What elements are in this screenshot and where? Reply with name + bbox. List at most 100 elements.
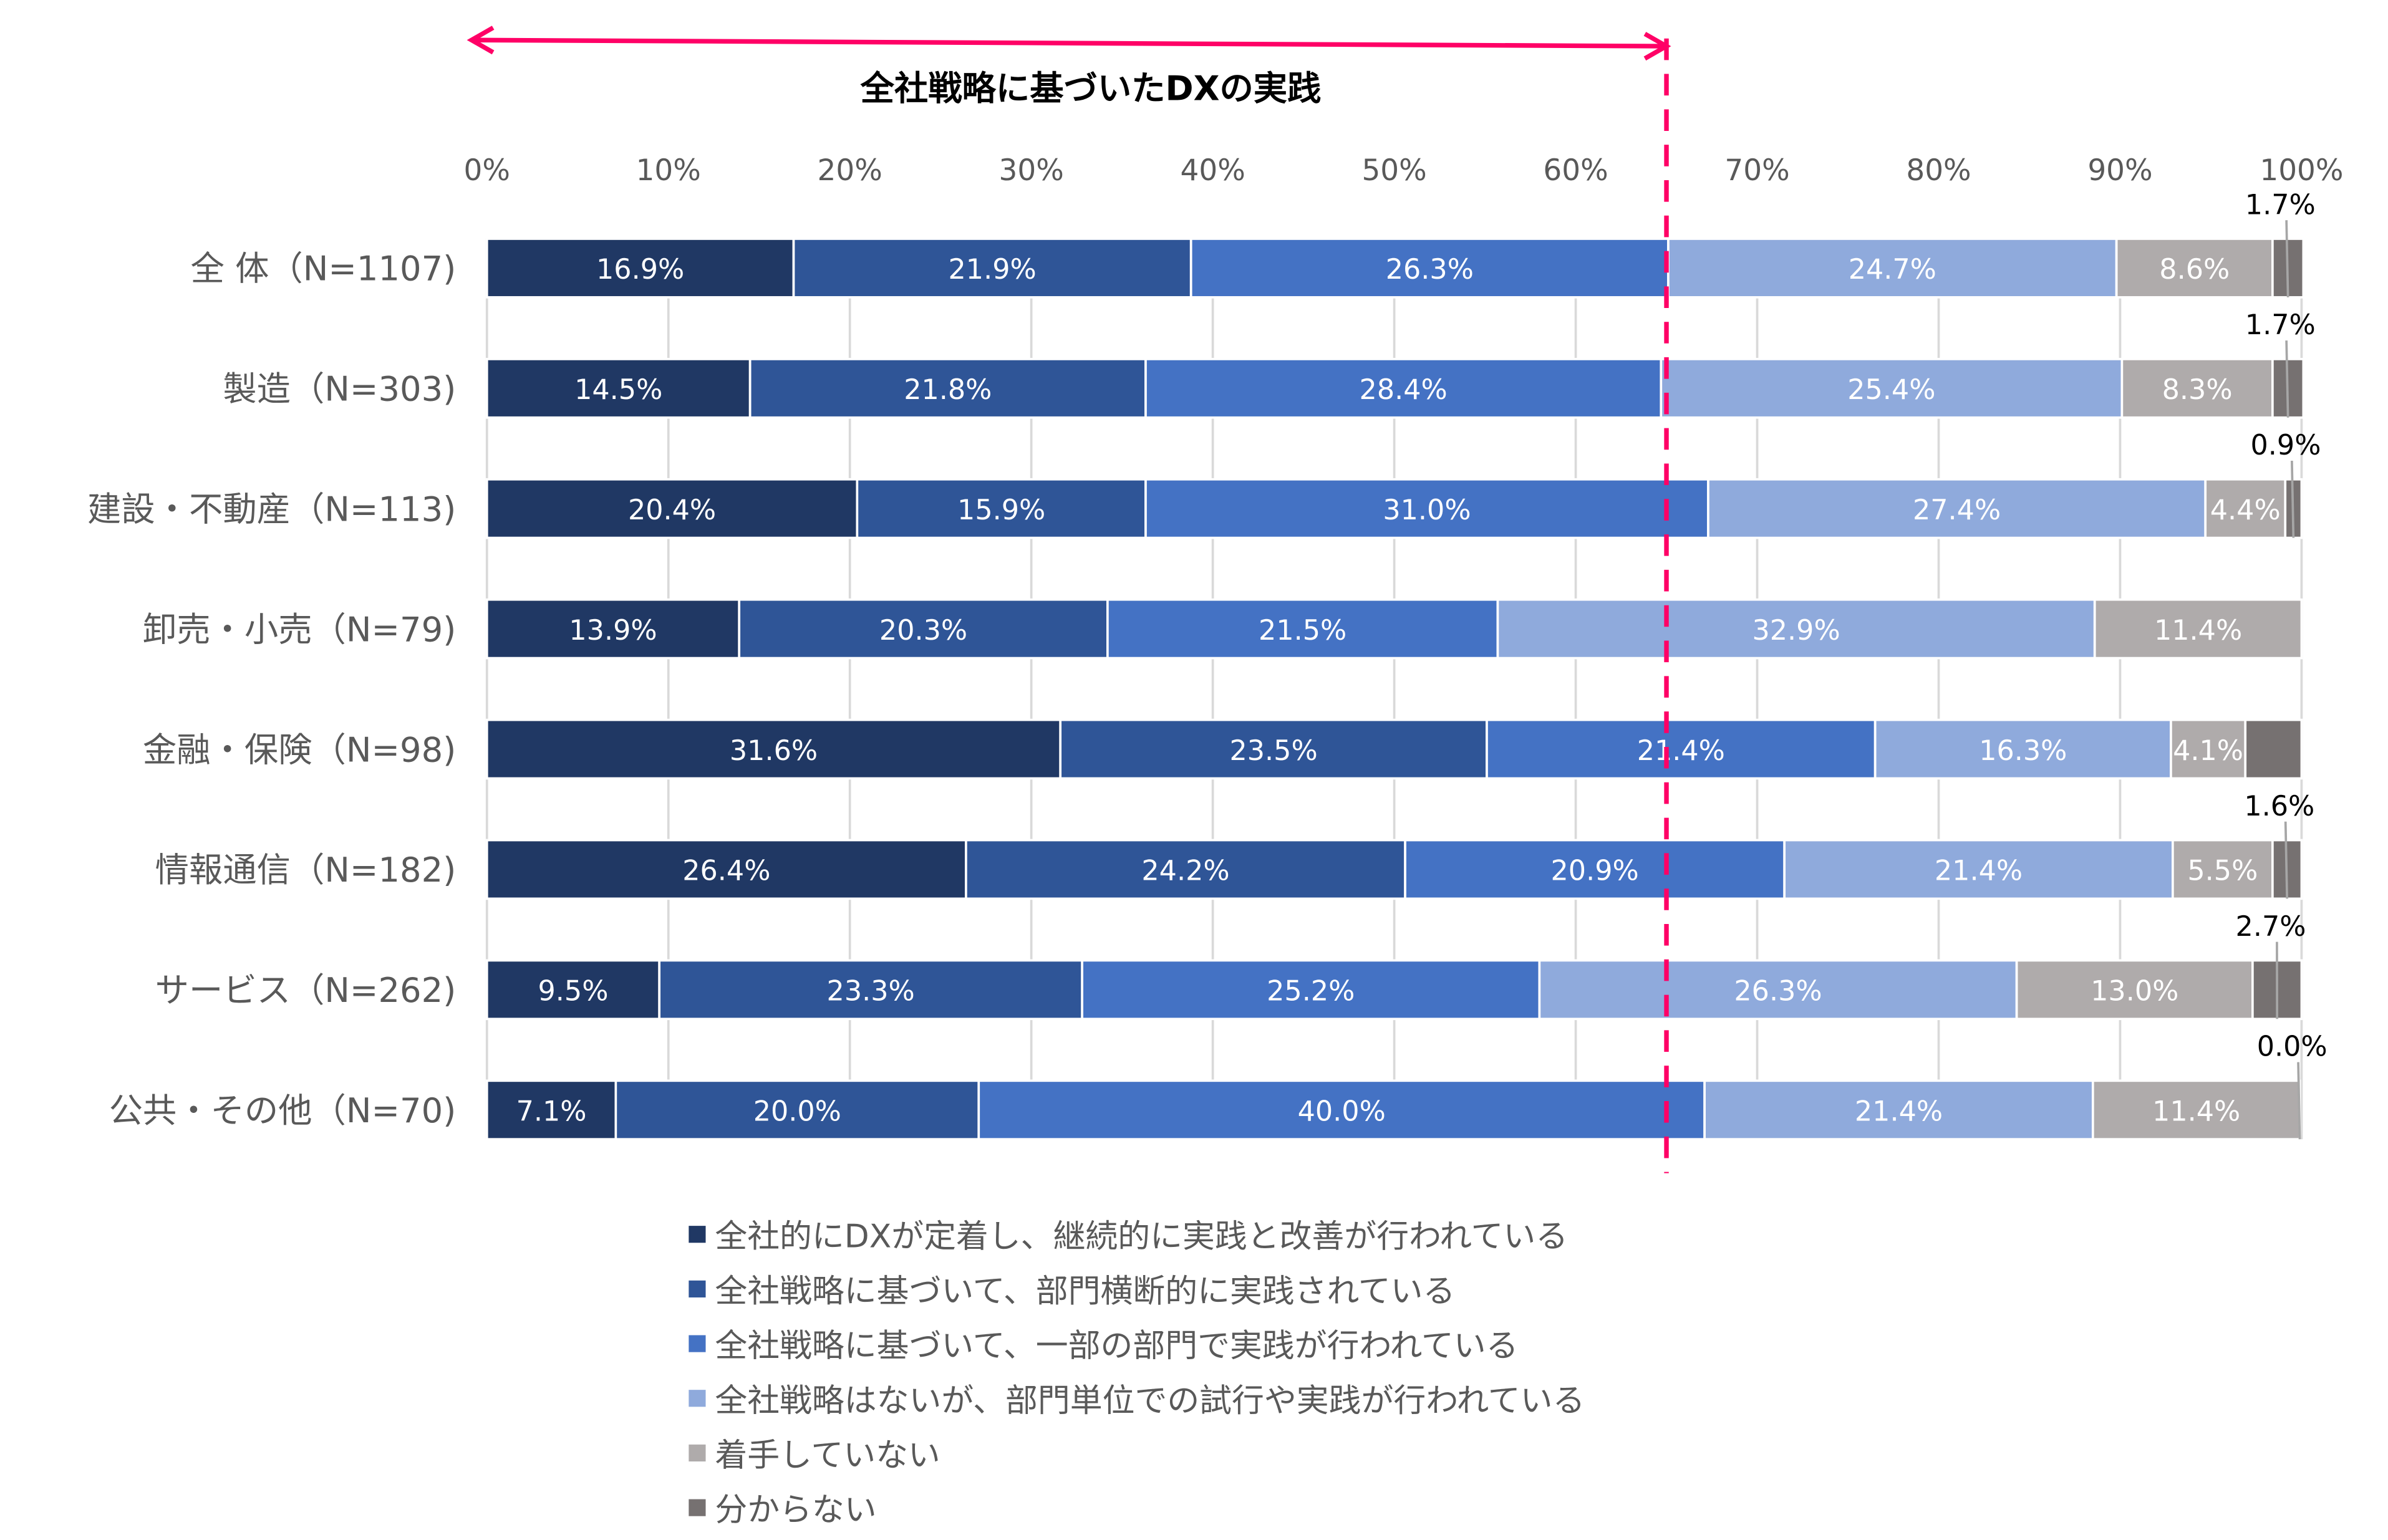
bar-segment [2115,238,2274,299]
annotation: 全社戦略に基づいたDXの実践 [466,26,1671,1173]
bar-segment [1660,358,2124,419]
bar-segment [1059,718,1488,780]
data-label: 21.4% [1637,735,1725,767]
data-label: 28.4% [1360,374,1448,406]
x-axis-ticks: 0% 10% 20% 30% 40% 50% 60% 70% 80% 90% 100% [464,153,2344,188]
bar-segment [1496,598,2096,660]
outside-data-label: 0.9% [2251,430,2321,461]
legend: 全社的にDXが定着し、継続的に実践と改善が行われている全社戦略に基づいて、部門横… [689,1218,1585,1529]
data-label: 20.4% [628,494,716,526]
bar-segment [2244,718,2303,780]
leader-line [2285,340,2289,418]
x-tick-label: 100% [2260,153,2343,188]
bar-segment [1486,718,1877,780]
category-label: 情報通信（N=182) [155,850,457,890]
data-label: 21.4% [1855,1096,1943,1128]
bar-segment [2120,358,2274,419]
data-label: 26.3% [1734,976,1822,1008]
data-label: 8.3% [2162,374,2233,406]
bar-segment [2204,478,2287,539]
bar-segment [1707,478,2207,539]
bar-segment [2015,959,2254,1021]
x-tick-label: 40% [1180,153,1245,188]
bar-segment [485,358,752,419]
x-tick-label: 90% [2087,153,2152,188]
legend-label: 全社戦略はないが、部門単位での試行や実践が行われている [715,1382,1585,1420]
x-tick-label: 60% [1543,153,1608,188]
x-tick-label: 10% [636,153,701,188]
x-tick-label: 80% [1906,153,1971,188]
bar-segment [1189,238,1670,299]
data-label: 16.3% [1979,735,2067,767]
data-label: 9.5% [538,976,609,1008]
legend-label: 全社的にDXが定着し、継続的に実践と改善が行われている [715,1218,1568,1256]
data-label: 20.3% [879,615,967,647]
x-tick-label: 0% [464,153,510,188]
data-label: 26.3% [1386,254,1474,286]
x-tick-label: 20% [818,153,882,188]
data-label: 25.4% [1847,374,1935,406]
legend-swatch [689,1335,706,1352]
arrow-head-left-icon [466,26,495,55]
outside-labels: 1.7% 1.7% 0.9% 1.6% 2.7% 0.0% [2236,189,2328,1140]
bar-segment [1538,959,2018,1021]
leader-line [2291,460,2295,538]
data-label: 11.4% [2154,615,2242,647]
leader-line [2284,821,2289,899]
outside-data-label: 1.7% [2245,189,2316,221]
bar-segment [485,839,967,900]
data-label: 21.9% [949,254,1037,286]
x-tick-label: 70% [1724,153,1789,188]
leader-line [2285,220,2289,297]
outside-data-label: 1.7% [2245,309,2316,341]
bar-segment [485,1079,617,1141]
data-label: 5.5% [2187,855,2258,887]
data-label: 14.5% [574,374,662,406]
data-label: 20.9% [1551,855,1639,887]
data-label: 20.0% [753,1096,841,1128]
data-label: 16.9% [596,254,684,286]
data-label: 23.5% [1229,735,1317,767]
data-label: 11.4% [2152,1096,2240,1128]
legend-swatch [689,1280,706,1297]
category-label: 卸売・小売（N=79) [143,610,456,649]
data-label: 23.3% [827,976,915,1008]
category-label: 製造（N=303) [223,370,456,409]
data-label: 4.1% [2173,735,2243,767]
data-label: 21.8% [904,374,992,406]
data-label: 13.0% [2091,976,2178,1008]
data-label: 7.1% [516,1096,587,1128]
arrow-head-right-icon [1643,32,1671,61]
bar-segment [1081,959,1541,1021]
bar-segment [965,839,1406,900]
data-label: 40.0% [1298,1096,1386,1128]
bar-segment [748,358,1147,419]
bar-segment [658,959,1083,1021]
annotation-title: 全社戦略に基づいたDXの実践 [860,69,1322,108]
bar-segment [1144,478,1709,539]
category-label: 建設・不動産（N=113) [87,489,456,529]
leader-line [2297,1062,2301,1140]
bars: 16.9% 21.9% 26.3% 24.7% 8.6% 14.5% 21.8% 28.4% 2… [485,238,2305,1141]
legend-label: 全社戦略に基づいて、一部の部門で実践が行われている [715,1327,1518,1365]
outside-data-label: 0.0% [2257,1031,2328,1063]
category-labels: 全 体（N=1107) 製造（N=303) 建設・不動産（N=113) 卸売・小売（N… [87,249,456,1130]
legend-swatch [689,1444,706,1462]
category-label: 公共・その他（N=70) [109,1091,457,1130]
outside-data-label: 1.6% [2244,791,2314,822]
x-tick-label: 50% [1361,153,1426,188]
legend-label: 着手していない [715,1437,940,1474]
data-label: 21.5% [1259,615,1346,647]
data-label: 24.2% [1141,855,1229,887]
outside-data-label: 2.7% [2236,911,2306,943]
data-label: 32.9% [1752,615,1840,647]
data-label: 21.4% [1935,855,2023,887]
x-tick-label: 30% [999,153,1064,188]
bar-segment [2093,598,2303,660]
bar-segment [1404,839,1786,900]
category-label: 全 体（N=1107) [190,249,456,289]
data-label: 8.6% [2159,254,2230,286]
bar-segment [1106,598,1499,660]
data-label: 27.4% [1913,494,2001,526]
